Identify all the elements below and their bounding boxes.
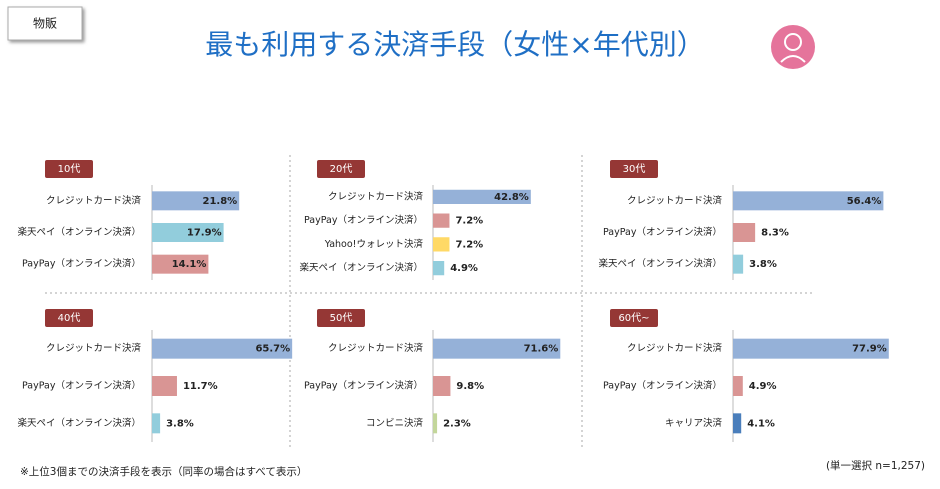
page-title: 最も利用する決済手段（女性×年代別） [205, 28, 704, 61]
bar [433, 237, 450, 252]
category-label: PayPay（オンライン決済） [22, 380, 141, 392]
value-label: 9.8% [456, 381, 484, 392]
value-label: 8.3% [761, 228, 789, 239]
bar [733, 191, 884, 211]
category-label: キャリア決済 [665, 417, 723, 429]
category-label: PayPay（オンライン決済） [22, 258, 141, 270]
category-label: クレジットカード決済 [46, 342, 142, 354]
category-label: クレジットカード決済 [46, 194, 142, 206]
category-label: PayPay（オンライン決済） [304, 380, 423, 392]
value-label: 4.9% [749, 381, 777, 392]
panel-title: 40代 [58, 312, 81, 324]
value-label: 2.3% [443, 418, 471, 429]
footnote: ※上位3個までの決済手段を表示（同率の場合はすべて表示） [20, 465, 307, 478]
category-label: クレジットカード決済 [328, 342, 424, 354]
value-label: 4.9% [450, 263, 478, 274]
value-label: 71.6% [524, 344, 559, 355]
value-label: 17.9% [187, 228, 222, 239]
value-label: 42.8% [494, 192, 529, 203]
panel-tag [317, 309, 365, 327]
bar [433, 338, 561, 359]
value-label: 65.7% [255, 344, 290, 355]
bar [152, 191, 240, 211]
panel-tag [45, 309, 93, 327]
value-label: 3.8% [749, 259, 777, 270]
bar [152, 376, 177, 396]
value-label: 77.9% [852, 344, 887, 355]
value-label: 7.2% [455, 216, 483, 227]
tag: 物販 [33, 17, 57, 31]
panel-tag [610, 309, 658, 327]
panel-title: 20代 [330, 163, 353, 175]
panel-tag [317, 160, 365, 178]
panel-tag [610, 160, 658, 178]
category-label: Yahoo!ウォレット決済 [324, 238, 424, 250]
bar [433, 413, 438, 434]
bar [433, 261, 445, 276]
bar [733, 338, 889, 359]
category-label: 楽天ペイ（オンライン決済） [299, 262, 423, 274]
panel-tag [45, 160, 93, 178]
value-label: 56.4% [847, 196, 882, 207]
category-label: PayPay（オンライン決済） [603, 226, 722, 238]
female-icon [771, 25, 815, 69]
panel-title: 50代 [330, 312, 353, 324]
category-label: PayPay（オンライン決済） [603, 380, 722, 392]
bar [433, 213, 450, 228]
value-label: 4.1% [747, 418, 775, 429]
category-label: PayPay（オンライン決済） [304, 214, 423, 226]
panel-title: 30代 [623, 163, 646, 175]
bar [733, 223, 756, 242]
category-label: クレジットカード決済 [328, 190, 424, 202]
dividers [45, 155, 815, 450]
bar [433, 189, 531, 204]
bar [433, 376, 451, 396]
category-label: 楽天ペイ（オンライン決済） [17, 417, 141, 429]
value-label: 21.8% [202, 196, 237, 207]
value-label: 7.2% [455, 239, 483, 250]
panel-title: 10代 [58, 163, 81, 175]
bar [152, 254, 209, 274]
bar [152, 223, 224, 242]
bar [733, 413, 742, 434]
bar [152, 413, 161, 434]
value-label: 14.1% [172, 259, 207, 270]
category-label: コンビニ決済 [366, 417, 424, 429]
bar [733, 376, 743, 396]
category-label: クレジットカード決済 [627, 194, 723, 206]
tag-box [7, 6, 83, 41]
category-label: クレジットカード決済 [627, 342, 723, 354]
bar [152, 338, 293, 359]
category-label: 楽天ペイ（オンライン決済） [598, 258, 722, 270]
sample-size: (単一選択 n=1,257) [826, 459, 925, 472]
category-label: 楽天ペイ（オンライン決済） [17, 226, 141, 238]
value-label: 3.8% [166, 418, 194, 429]
value-label: 11.7% [183, 381, 218, 392]
bar [733, 254, 744, 274]
panel-title: 60代~ [618, 312, 649, 324]
